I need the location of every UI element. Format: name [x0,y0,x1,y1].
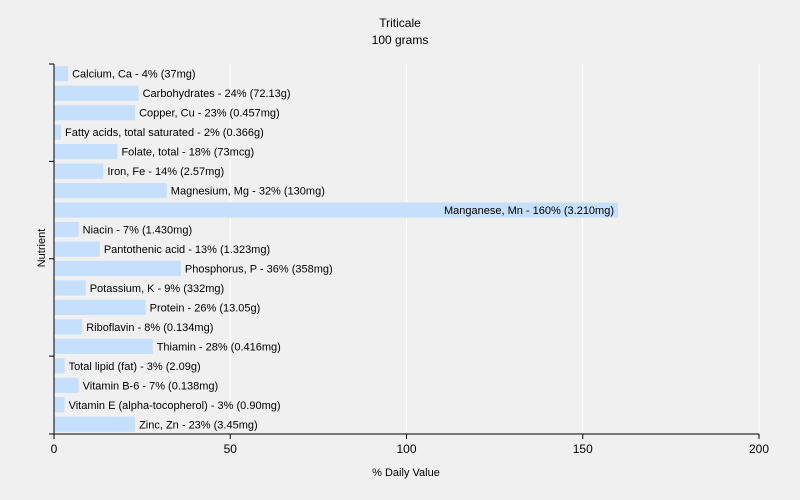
bar-label: Magnesium, Mg - 32% (130mg) [171,186,325,198]
x-tick-label: 200 [749,442,769,456]
x-tick-label: 100 [396,442,416,456]
bar-label: Zinc, Zn - 23% (3.45mg) [139,419,258,431]
bar [54,358,65,374]
bar [54,377,79,393]
chart-title: Triticale [379,16,421,30]
bar-label: Fatty acids, total saturated - 2% (0.366… [65,127,264,139]
bar-layer: Calcium, Ca - 4% (37mg) Carbohydrates - 2… [54,66,618,432]
bar-label: Niacin - 7% (1.430mg) [83,225,192,237]
bar [54,85,139,101]
bar-label: Calcium, Ca - 4% (37mg) [72,69,195,81]
bar [54,221,79,238]
bar-label: Potassium, K - 9% (332mg) [90,283,225,295]
bar [54,280,86,296]
bar-label: Protein - 26% (13.05g) [150,302,261,314]
bar [54,416,136,432]
bar [54,163,104,179]
bar [54,241,100,257]
bar-label: Carbohydrates - 24% (72.13g) [143,88,291,100]
bar [54,66,69,82]
bar-label: Copper, Cu - 23% (0.457mg) [139,108,280,120]
y-axis-label: Nutrient [36,229,48,268]
grid-layer [229,64,760,434]
bar [54,299,146,316]
x-tick-label: 0 [51,442,58,456]
bar [54,105,136,121]
bar [54,397,65,413]
bar-label: Iron, Fe - 14% (2.57mg) [107,166,224,178]
bar [54,182,167,199]
bar [54,124,62,140]
bar-label: Vitamin E (alpha-tocopherol) - 3% (0.90m… [69,400,281,412]
chart-subtitle: 100 grams [372,33,429,47]
bar [54,202,618,218]
bar-label: Riboflavin - 8% (0.134mg) [86,322,213,334]
bar [54,260,181,277]
bar [54,144,118,160]
bar [54,319,83,335]
bar-label: Manganese, Mn - 160% (3.210mg) [444,205,614,217]
bar-label: Vitamin B-6 - 7% (0.138mg) [83,380,219,392]
x-tick-label: 150 [573,442,593,456]
bar [54,338,153,354]
bar-label: Folate, total - 18% (73mcg) [121,147,254,159]
bar-label: Total lipid (fat) - 3% (2.09g) [69,361,201,373]
bar-label: Thiamin - 28% (0.416mg) [157,341,281,353]
x-tick-label: 50 [224,442,238,456]
axis-layer: 0 50 100 150 200 [49,63,769,456]
bar-label: Pantothenic acid - 13% (1.323mg) [104,244,270,256]
bar-label: Phosphorus, P - 36% (358mg) [185,263,333,275]
x-axis-label: % Daily Value [372,467,440,479]
